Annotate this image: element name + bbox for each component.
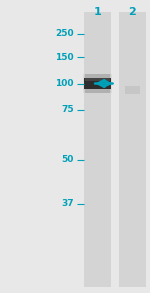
Text: 250: 250 [55, 29, 74, 38]
Bar [118, 12, 146, 287]
Bar [84, 12, 111, 287]
Bar [124, 86, 140, 94]
Text: 100: 100 [55, 79, 74, 88]
Text: 37: 37 [61, 199, 74, 208]
Text: 150: 150 [55, 53, 74, 62]
Text: 75: 75 [61, 105, 74, 114]
Text: 2: 2 [128, 7, 136, 17]
Bar [85, 74, 110, 93]
Bar [85, 78, 110, 81]
Bar [84, 78, 111, 89]
Bar [83, 74, 112, 93]
Text: 50: 50 [61, 155, 74, 164]
Text: 1: 1 [94, 7, 101, 17]
